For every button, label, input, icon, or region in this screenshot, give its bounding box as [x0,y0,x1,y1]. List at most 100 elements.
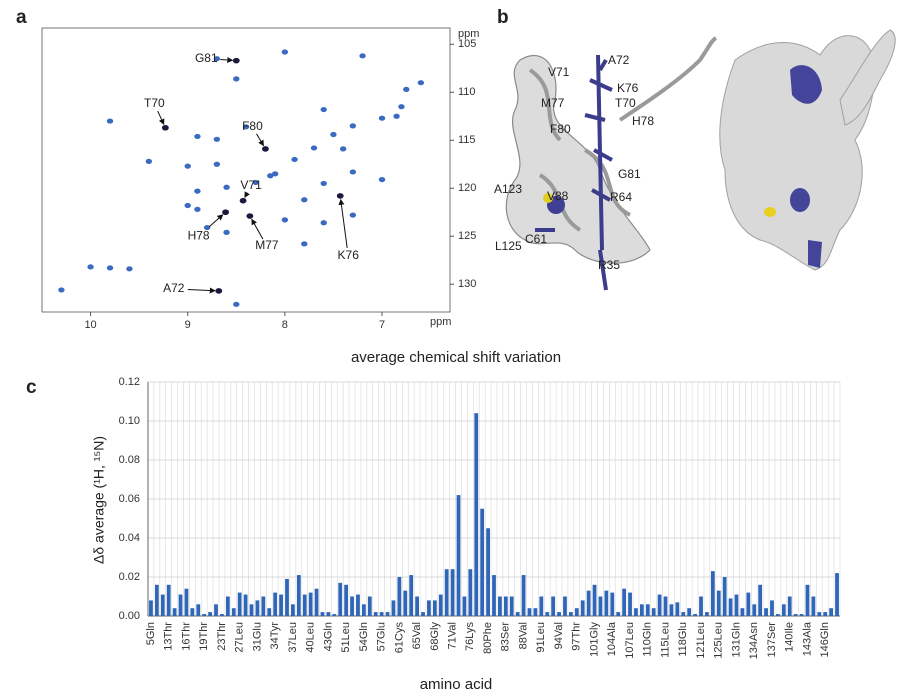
bar [231,608,236,616]
peak [393,113,400,119]
bar [296,575,301,616]
annotation-arrow [251,218,264,240]
peak-label: G81 [195,51,218,65]
bar [758,584,763,616]
peak [320,106,327,113]
annotated-peak [239,197,247,204]
bar [255,600,260,616]
bar [622,588,627,616]
x-tick-label: 19Thr [198,622,210,651]
bar [515,612,520,616]
bar [509,596,514,616]
bar [385,612,390,616]
x-tick-label: 125Leu [713,622,725,659]
annotation-arrow [208,214,224,228]
bar [799,614,804,616]
x-tick-label: 76Lys [464,622,476,651]
bar [350,596,354,616]
y-tick-label: 115 [458,134,476,146]
bar [628,592,632,616]
bar [149,600,153,616]
x-tick-label: 40Leu [305,622,317,653]
peak [87,264,94,270]
peak [349,212,357,218]
peak [223,229,230,235]
x-tick-label: 134Asn [748,622,760,659]
bar [367,596,372,616]
x-tick-label: 115Leu [659,622,671,658]
peak [271,171,279,177]
structure-label: R64 [610,190,632,204]
structure-label: A123 [494,182,522,196]
bar [326,612,331,616]
peak-label: K76 [338,248,360,262]
bar [492,575,496,616]
spectrum-frame [41,27,451,313]
bar [568,612,573,616]
peak [310,145,318,151]
y-tick-label: 0.08 [119,454,140,466]
x-tick-label: 57Glu [376,622,388,651]
bar [432,600,437,616]
x-tick-label: 10 [84,319,96,331]
x-tick-label: 16Thr [180,622,192,651]
annotation-arrow [338,198,348,249]
peak [403,86,410,93]
bar [781,604,786,616]
peak-label: H78 [188,228,210,242]
bar [598,596,603,616]
bar [610,592,615,616]
peak [281,49,289,55]
bar [687,608,692,616]
x-tick-label: 101Gly [588,622,600,657]
peak [58,287,65,293]
peak [301,241,308,247]
bar [793,614,798,616]
bar [332,614,337,616]
annotation-arrow [187,287,216,294]
x-tick-label: 5Gln [145,622,157,645]
bar [344,584,349,616]
peak [330,131,337,138]
y-tick-label: 120 [458,182,476,194]
annotated-peak [232,57,240,64]
bar [178,594,183,616]
bar [669,604,674,616]
bar [722,577,727,616]
bar [154,584,159,616]
peak-label: V71 [240,178,262,192]
x-tick-label: 68Gly [429,622,441,651]
x-axis-label: amino acid [420,676,493,693]
peak [184,163,191,169]
bar [474,413,479,616]
bar [616,612,621,616]
peak-label: M77 [255,238,279,252]
y-tick-label: 130 [458,278,476,290]
bar [356,594,360,616]
bar [421,612,425,616]
structure-label: M77 [541,96,565,110]
x-tick-label: 7 [379,319,385,331]
x-tick-label: 91Leu [535,622,547,653]
bar [184,588,189,616]
bar [438,594,443,616]
bar [634,608,638,616]
x-tick-label: 83Ser [500,622,512,652]
peak-label: F80 [242,119,263,133]
x-tick-label: 146Gln [819,622,831,657]
x-tick-label: 27Leu [234,622,246,653]
x-tick-label: 71Val [447,622,459,649]
bar [462,596,467,616]
peak [320,220,327,226]
bar [503,596,508,616]
bar [521,575,526,616]
annotated-peak [161,124,169,131]
y-tick-label: 0.02 [119,571,140,583]
x-tick-label: 8 [282,319,288,331]
x-tick-label: 37Leu [287,622,299,653]
peak [252,179,259,186]
peak [145,158,153,164]
x-tick-label: 137Ser [766,622,778,658]
bar [681,612,686,616]
